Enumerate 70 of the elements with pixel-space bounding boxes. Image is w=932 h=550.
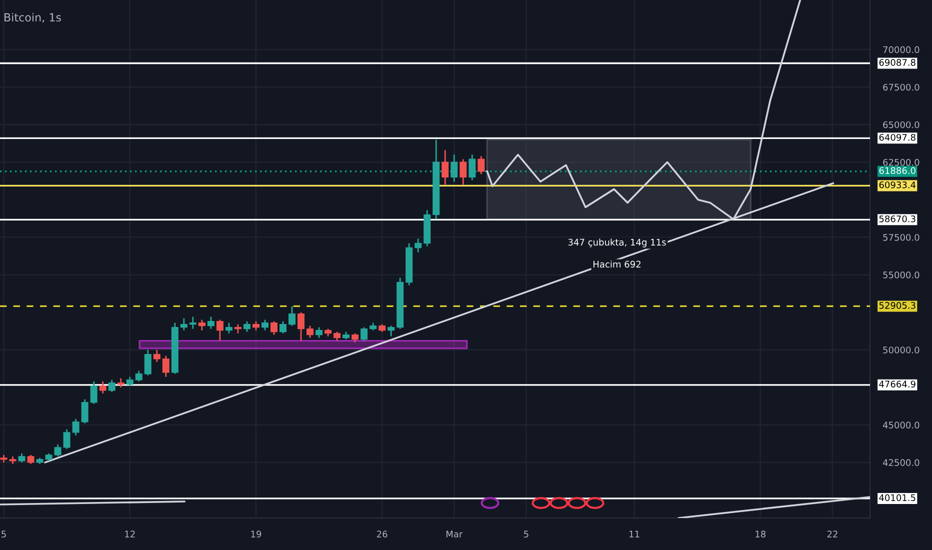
x-tick-label: 26 (376, 530, 388, 538)
candlestick (388, 325, 395, 338)
candlestick (279, 320, 286, 334)
ref-line-label: 69087.8 (879, 59, 916, 66)
y-tick-label: 42500.0 (882, 459, 920, 466)
candlestick (198, 319, 206, 332)
candlestick (460, 158, 467, 186)
candlestick (144, 349, 152, 376)
y-tick-label: 55000.0 (883, 271, 920, 278)
candlestick (189, 316, 196, 330)
ref-line-label: 40101.5 (879, 494, 916, 502)
candlestick (225, 322, 232, 334)
candlestick (72, 418, 80, 436)
candlestick (81, 398, 88, 424)
x-tick-label: 22 (827, 530, 838, 538)
ref-line-label: 47664.9 (879, 380, 916, 388)
candlestick (243, 320, 250, 333)
candlestick (478, 155, 485, 175)
candlestick (54, 444, 62, 458)
candlestick (90, 380, 98, 405)
candlestick (108, 379, 116, 393)
y-tick-label: 70000.0 (883, 46, 920, 54)
y-tick-label: 45000.0 (882, 422, 920, 428)
ref-line-label: 60933.4 (879, 181, 916, 188)
candlestick (352, 332, 359, 344)
y-tick-label: 67500.0 (883, 84, 920, 91)
x-tick-label: 18 (756, 530, 766, 538)
candlestick (153, 349, 160, 363)
ref-line-label: 58670.3 (879, 215, 916, 222)
candlestick (298, 312, 305, 342)
candlestick (63, 428, 70, 450)
x-tick-label: 19 (251, 530, 262, 538)
x-tick-label: 5 (2, 530, 6, 538)
candlestick (216, 319, 224, 342)
candlestick (18, 452, 26, 464)
x-tick-label: 12 (125, 530, 135, 538)
candlestick (468, 154, 476, 181)
x-tick-label: 5 (524, 530, 528, 538)
candlestick (442, 149, 449, 186)
y-tick-label: 62500.0 (883, 158, 920, 166)
candlestick (414, 238, 422, 253)
y-tick-label: 57500.0 (883, 234, 920, 241)
candlestick (360, 326, 368, 342)
y-tick-label: 50000.0 (883, 346, 920, 354)
candlestick (162, 355, 170, 378)
candlestick (252, 320, 260, 332)
candlestick (306, 325, 314, 339)
annotation: Hacim 692 (594, 260, 640, 268)
ref-line-label: 64097.8 (879, 134, 916, 141)
candlestick (27, 454, 34, 465)
candlestick (117, 378, 124, 388)
candlestick (234, 324, 242, 334)
ref-line-label: 61886.0 (879, 167, 916, 174)
candlestick (270, 320, 278, 336)
candlestick (261, 319, 268, 332)
candlestick (334, 331, 341, 342)
candlestick (135, 370, 142, 382)
candlestick (99, 380, 106, 394)
candlestick (288, 306, 296, 327)
x-tick-label: 11 (630, 530, 640, 538)
text: Bitcoin, 1s (4, 12, 61, 23)
candlestick (316, 326, 323, 339)
candlestick (180, 318, 188, 332)
annotation: 347 çubukta, 14g 11s (568, 238, 666, 248)
candlestick (450, 154, 458, 182)
candlestick (126, 376, 134, 387)
y-tick-label: 65000.0 (883, 121, 920, 128)
ref-line-label: 52905.3 (879, 302, 916, 309)
x-tick-label: Mar (446, 530, 463, 538)
candlestick (207, 316, 214, 330)
